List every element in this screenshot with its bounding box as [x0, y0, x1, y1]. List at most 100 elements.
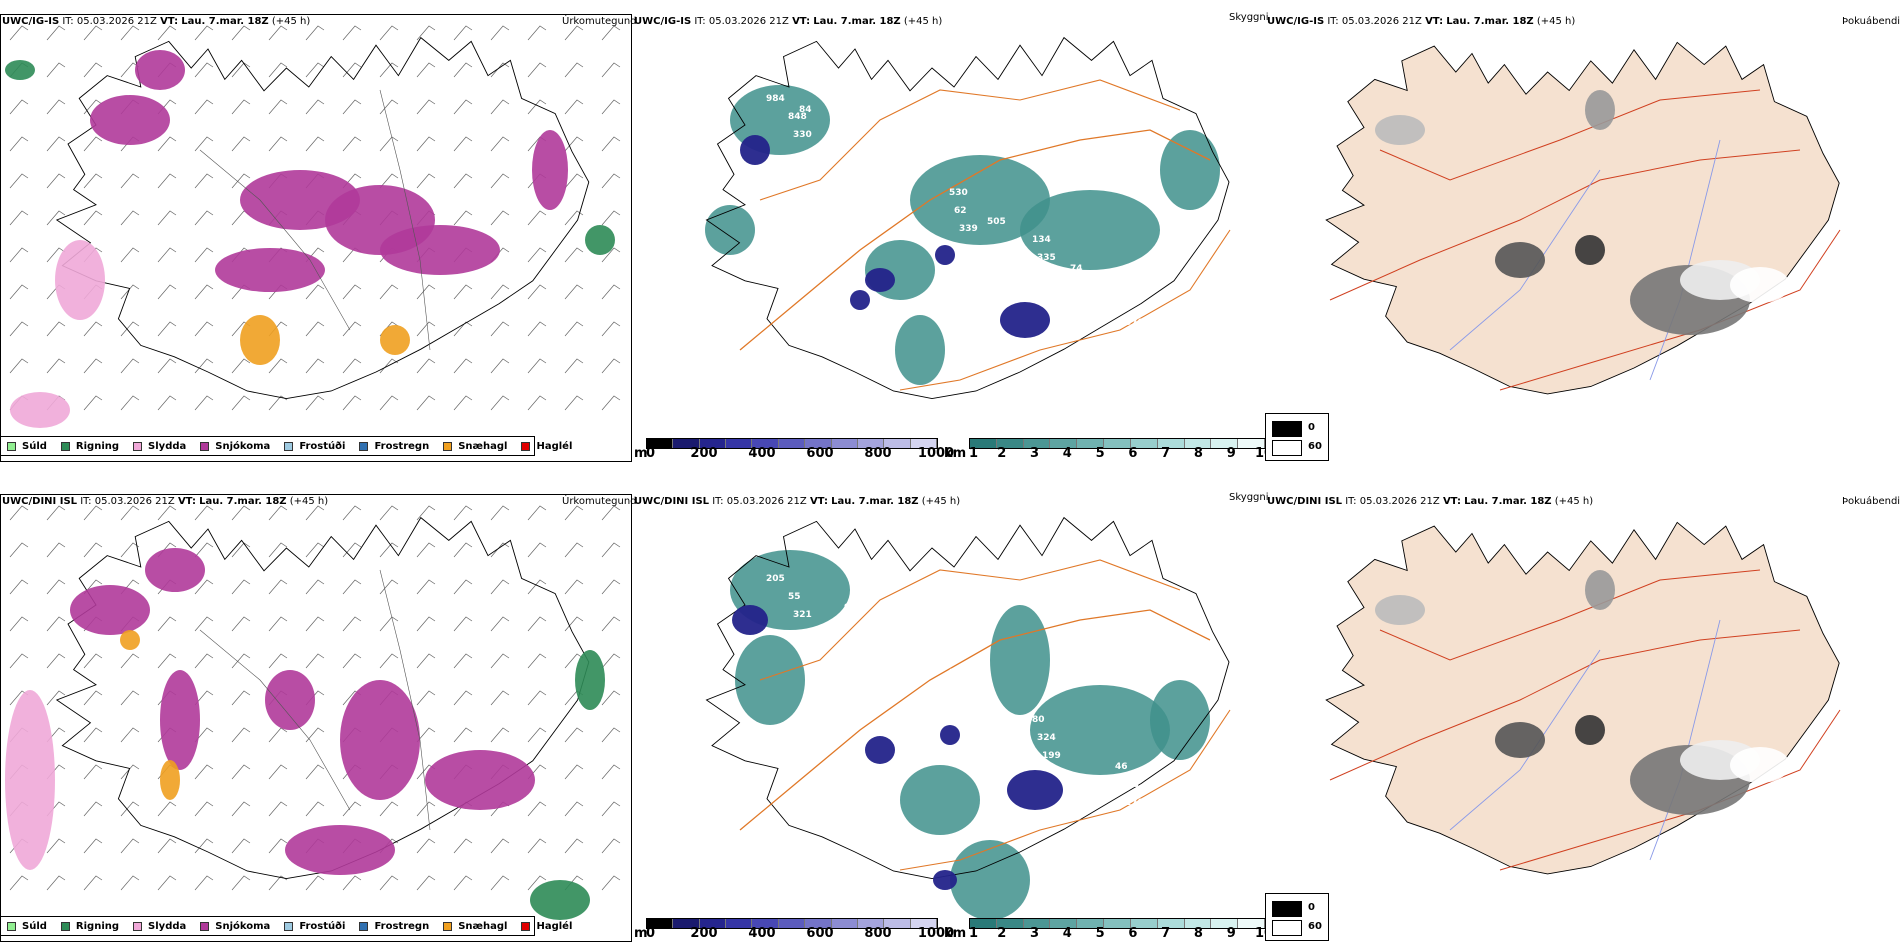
legend-swatch [521, 441, 531, 451]
visibility-value-label: 250 [761, 376, 780, 386]
fog-area [1575, 235, 1605, 265]
wind-barb [490, 25, 510, 41]
precip-area [5, 690, 55, 870]
visibility-value-label: 505 [987, 217, 1006, 227]
wind-barb [120, 25, 140, 41]
wind-barb [157, 653, 177, 669]
wind-barb [120, 210, 140, 226]
fog-legend: 0 60 [1265, 893, 1329, 941]
iceland-coastline [705, 36, 1230, 400]
river [1649, 139, 1721, 381]
legend-label: Frostregn [374, 920, 430, 932]
colorbar-segment [1050, 439, 1078, 448]
low-cloud-base-area [865, 268, 895, 292]
colorbar-segment [857, 439, 885, 448]
colorbar-tick: 6 [1128, 926, 1138, 941]
wind-barb [9, 99, 29, 115]
visibility-value-label: 18 [876, 177, 889, 187]
wind-barb [342, 579, 362, 595]
cloudbase-unit: m [634, 446, 648, 461]
precip-legend-item: Haglél [521, 921, 572, 932]
colorbar-tick: 600 [806, 926, 834, 941]
model-row-ig-is: UWC/IG-IS IT: 05.03.2026 21Z VT: Lau. 7.… [0, 0, 1900, 470]
legend-swatch [60, 441, 70, 451]
wind-barb [416, 838, 436, 854]
wind-barb [342, 25, 362, 41]
wind-barb [194, 690, 214, 706]
panel-title-fog: Þokuábendi [1842, 496, 1900, 507]
wind-barb [527, 395, 547, 411]
wind-barb [564, 358, 584, 374]
wind-barb [157, 136, 177, 152]
wind-barb [194, 210, 214, 226]
colorbar-segment [1130, 439, 1158, 448]
visibility-value-label: 74 [1070, 264, 1083, 274]
panel-title-vis: Skyggni [1229, 12, 1269, 23]
model-row-dini-isl: UWC/DINI ISL IT: 05.03.2026 21Z VT: Lau.… [0, 480, 1900, 950]
road [899, 709, 1231, 871]
wind-barb [379, 875, 399, 891]
legend-swatch [60, 921, 70, 931]
fog-area [1495, 242, 1545, 278]
precip-map-frame [0, 494, 632, 942]
wind-barb [157, 210, 177, 226]
visibility-value-label: 530 [949, 188, 968, 198]
wind-barb [601, 321, 621, 337]
precip-legend-item: Frostregn [359, 921, 429, 932]
wind-barb [83, 358, 103, 374]
wind-barb [194, 764, 214, 780]
wind-barb [231, 62, 251, 78]
wind-barb [46, 173, 66, 189]
colorbar-segment [1157, 919, 1185, 928]
wind-barb [453, 838, 473, 854]
legend-label: Slydda [148, 440, 187, 452]
wind-barb [601, 690, 621, 706]
wind-barb [527, 727, 547, 743]
wind-barb [268, 801, 288, 817]
visibility-value-label: 321 [793, 610, 812, 620]
precip-area [160, 670, 200, 770]
colorbar-segment [673, 439, 700, 448]
colorbar-tick: 4 [1062, 926, 1072, 941]
precip-area [5, 60, 35, 80]
wind-barb [416, 136, 436, 152]
wind-barb [601, 542, 621, 558]
visibility-value-label: 91 [1208, 365, 1221, 375]
wind-barb [120, 542, 140, 558]
visibility-value-label: 46 [1115, 762, 1128, 772]
wind-barb [9, 25, 29, 41]
colorbar-segment [1023, 919, 1051, 928]
wind-barb [453, 173, 473, 189]
legend-swatch [521, 921, 531, 931]
colorbar-segment [884, 439, 911, 448]
visibility-value-label: 206 [954, 686, 973, 696]
colorbar-segment [1104, 439, 1131, 448]
colorbar-segment [1077, 439, 1105, 448]
wind-barb [194, 801, 214, 817]
wind-barb [416, 875, 436, 891]
fog-area [1585, 570, 1615, 610]
wind-barb [305, 579, 325, 595]
wind-barb [9, 579, 29, 595]
precip-area [55, 240, 105, 320]
wind-barb [305, 62, 325, 78]
wind-barb [527, 25, 547, 41]
wind-barb [527, 542, 547, 558]
wind-barb [120, 690, 140, 706]
wind-barb [83, 838, 103, 854]
precip-legend-item: Haglél [521, 441, 572, 452]
fog-area [1585, 90, 1615, 130]
visibility-value-label: 370 [1125, 318, 1144, 328]
wind-barb [157, 173, 177, 189]
wind-barb [416, 801, 436, 817]
wind-barb [120, 838, 140, 854]
colorbar-segment [699, 439, 727, 448]
precip-area [240, 315, 280, 365]
wind-barb [564, 801, 584, 817]
wind-barb [416, 173, 436, 189]
wind-barb [268, 579, 288, 595]
legend-swatch [359, 441, 369, 451]
visibility-value-label: 335 [1037, 253, 1056, 263]
colorbar-tick: 9 [1226, 926, 1236, 941]
wind-barb [601, 62, 621, 78]
